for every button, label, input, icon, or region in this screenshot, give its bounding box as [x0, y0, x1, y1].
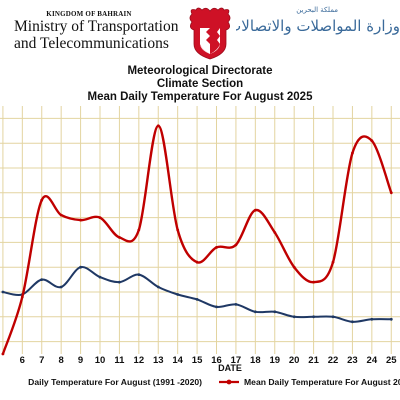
x-tick-label: 16 [211, 355, 222, 366]
data-point [351, 151, 354, 155]
data-point [253, 310, 257, 314]
data-point [118, 236, 121, 239]
data-point [1, 290, 5, 294]
data-point [273, 310, 277, 314]
legend-marker [226, 379, 232, 385]
temperature-chart: Meteorological Directorate Climate Secti… [0, 65, 400, 398]
chart-subtitle: Climate Section [157, 78, 243, 90]
x-tick-label: 9 [78, 355, 83, 366]
legend: Daily Temperature For August (1991 -2020… [28, 377, 400, 387]
ministry-block: KINGDOM OF BAHRAIN Ministry of Transport… [14, 10, 204, 52]
data-point [331, 315, 335, 319]
data-point [137, 273, 141, 276]
data-point [176, 293, 180, 296]
data-point [292, 315, 296, 319]
data-point [234, 303, 238, 306]
data-point [137, 228, 141, 232]
data-point [389, 191, 393, 195]
data-point [20, 295, 24, 299]
data-point [351, 320, 354, 324]
x-tick-labels: 6 7 8 9 10 11 12 13 14 15 16 17 18 19 20 21 22 23 24 25 [20, 355, 398, 366]
x-tick-label: 20 [289, 355, 300, 366]
data-point [312, 280, 315, 284]
data-point [273, 231, 277, 234]
data-point [215, 246, 218, 249]
data-point [98, 216, 102, 220]
data-point [312, 315, 315, 319]
data-point [331, 260, 335, 264]
kingdom-label: KINGDOM OF BAHRAIN [46, 10, 132, 18]
x-tick-label: 19 [269, 355, 280, 366]
data-point [234, 243, 238, 247]
x-tick-label: 8 [59, 355, 64, 366]
data-point [79, 218, 82, 222]
data-point [370, 139, 374, 143]
x-tick-label: 18 [250, 355, 261, 366]
chart-subtitle-2: Mean Daily Temperature For August 2025 [88, 91, 314, 103]
data-point [370, 317, 374, 321]
series-2 [1, 124, 393, 356]
x-tick-label: 7 [39, 355, 44, 366]
x-tick-label: 22 [328, 355, 339, 366]
data-point [59, 213, 63, 217]
x-axis-label: DATE [218, 363, 242, 373]
chart-title: Meteorological Directorate [127, 65, 272, 77]
x-tick-label: 12 [134, 355, 145, 366]
series-layer [1, 124, 393, 356]
x-tick-label: 24 [367, 355, 378, 366]
bahrain-emblem-icon [189, 7, 231, 60]
x-tick-label: 17 [231, 355, 242, 366]
x-tick-label: 25 [386, 355, 397, 366]
data-point [156, 285, 160, 289]
data-point [389, 317, 393, 321]
x-tick-label: 10 [95, 355, 106, 366]
data-point [215, 305, 218, 309]
x-tick-label: 13 [153, 355, 164, 366]
x-tick-label: 6 [20, 355, 25, 366]
data-point [40, 278, 44, 281]
data-point [195, 260, 199, 264]
data-point [40, 198, 44, 202]
header: KINGDOM OF BAHRAIN Ministry of Transport… [0, 0, 400, 62]
data-point [1, 352, 5, 356]
x-tick-label: 23 [347, 355, 358, 366]
x-tick-label: 11 [114, 355, 125, 366]
legend-label: Daily Temperature For August (1991 -2020… [28, 377, 202, 387]
legend-label: Mean Daily Temperature For August 2025 [244, 377, 400, 387]
data-point [195, 298, 199, 301]
data-point [253, 208, 257, 212]
series-line [1, 124, 393, 355]
arabic-kingdom-label: مملكة البحرين [296, 6, 338, 14]
arabic-ministry-name: وزارة المواصلات والاتصالات [236, 17, 400, 35]
data-point [156, 124, 160, 128]
x-tick-label: 14 [172, 355, 183, 366]
ministry-name-line2: and Telecommunications [14, 35, 169, 52]
data-point [59, 285, 63, 289]
data-point [292, 265, 296, 269]
data-point [118, 280, 121, 284]
data-point [98, 275, 102, 279]
data-point [79, 265, 82, 269]
arabic-ministry-block: مملكة البحرين وزارة المواصلات والاتصالات [236, 6, 400, 54]
ministry-name-line1: Ministry of Transportation [14, 18, 179, 35]
x-tick-label: 21 [308, 355, 319, 366]
data-point [176, 228, 180, 232]
x-tick-label: 15 [192, 355, 203, 366]
